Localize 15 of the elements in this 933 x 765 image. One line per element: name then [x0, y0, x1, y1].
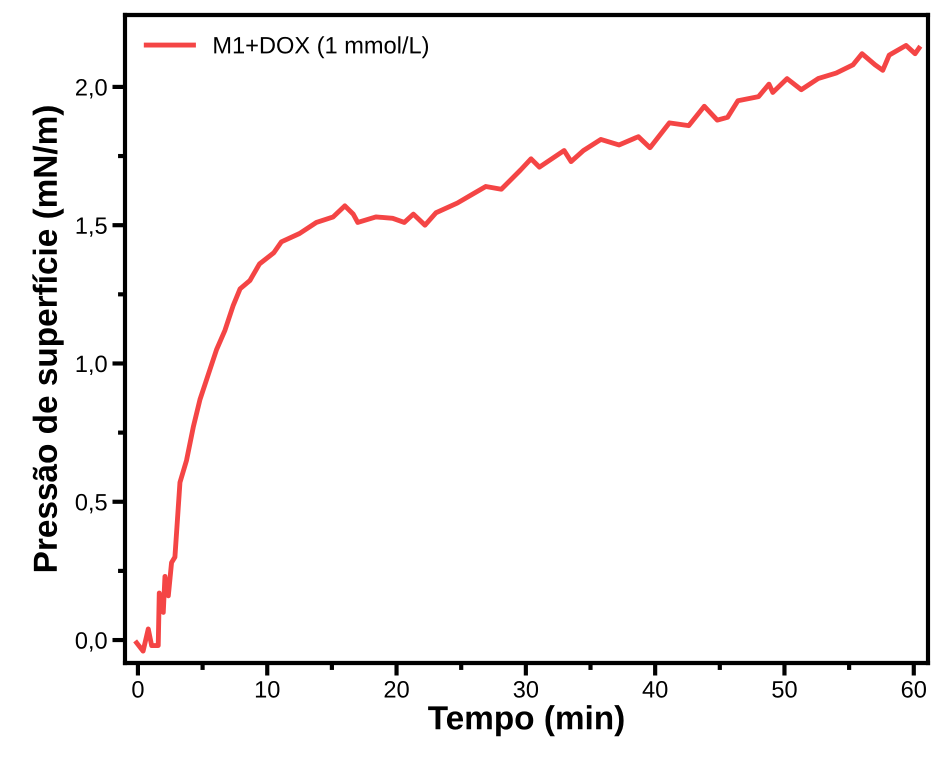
- x-axis-title: Tempo (min): [428, 705, 624, 736]
- y-tick-label: 1,5: [76, 218, 107, 237]
- y-tick-label: 0,5: [76, 494, 107, 514]
- y-tick-label: 1,0: [76, 356, 107, 376]
- y-tick-label: 2,0: [76, 78, 107, 98]
- y-tick-label: 0,0: [76, 632, 107, 652]
- x-tick-label: 50: [772, 680, 797, 698]
- x-tick-label: 10: [256, 680, 280, 698]
- y-axis-title: Pressão de superfície (mN/m): [32, 106, 64, 572]
- x-tick-label: 0: [132, 680, 144, 698]
- legend-label: M1+DOX (1 mmol/L): [214, 36, 428, 58]
- x-tick-label: 60: [902, 680, 926, 698]
- x-tick-label: 40: [642, 680, 668, 698]
- x-tick-label: 30: [514, 680, 538, 698]
- x-tick-label: 20: [384, 680, 409, 698]
